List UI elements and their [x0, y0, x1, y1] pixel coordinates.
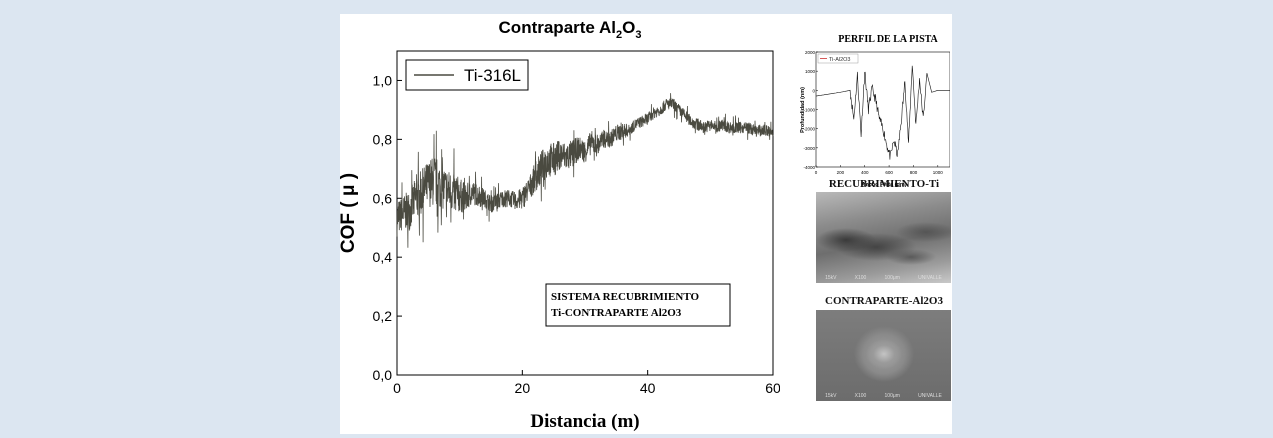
track-profile-chart: PERFIL DE LA PISTA 200010000-1000-2000-3…	[800, 34, 950, 188]
y-axis-label: COF ( μ )	[340, 173, 359, 253]
caption-magnification: X100	[854, 275, 867, 281]
y-tick-label: 0,8	[373, 131, 393, 147]
profile-y-tick-label: 1000	[805, 69, 816, 74]
caption-voltage: 15kV	[825, 275, 837, 281]
profile-y-tick-label: -3000	[803, 146, 815, 151]
profile-x-tick-label: 200	[837, 170, 845, 175]
profile-frame	[815, 51, 950, 168]
x-tick-label: 40	[640, 380, 656, 396]
profile-series-line	[815, 65, 950, 160]
annotation-line-2: Ti-CONTRAPARTE Al2O3	[551, 307, 682, 319]
profile-x-label: Ancho Pista (μm)	[861, 182, 906, 188]
profile-y-tick-label: 0	[812, 88, 815, 93]
counterpart-photo-caption: 15kV X100 100μm UNIVALLE	[816, 393, 951, 399]
counterpart-photo-label: CONTRAPARTE-Al2O3	[825, 295, 943, 307]
profile-y-label: Profundidad (nm)	[800, 87, 806, 133]
coating-photo-label: RECUBRIMIENTO-Ti	[828, 178, 940, 190]
figure-panel: Contraparte Al2O3 0,0 0,2 0,4 0,6 0,8 1,0 0 20…	[340, 14, 952, 434]
y-tick-label: 0,4	[373, 249, 393, 265]
x-axis-label: Distancia (m)	[530, 411, 639, 432]
y-tick-label: 0,6	[373, 190, 393, 206]
coating-sem-image: 15kV X100 100μm UNIVALLE	[816, 192, 951, 283]
profile-x-tick-label: 800	[910, 170, 918, 175]
x-tick-label: 60	[765, 380, 780, 396]
profile-y-tick-label: 2000	[805, 50, 816, 55]
coating-photo-caption: 15kV X100 100μm UNIVALLE	[816, 275, 951, 281]
profile-legend-box	[817, 53, 859, 64]
x-tick-label: 0	[393, 380, 401, 396]
y-tick-label: 0,2	[373, 308, 393, 324]
chart-title: Contraparte Al2O3	[499, 18, 642, 41]
profile-legend-label: Ti-Al2O3	[829, 57, 851, 63]
annotation-box	[545, 283, 731, 327]
profile-x-tick-label: 0	[815, 170, 818, 175]
x-tick-label: 20	[515, 380, 531, 396]
series-line-ti-316l	[396, 93, 774, 248]
profile-title: PERFIL DE LA PISTA	[838, 34, 938, 45]
caption-institution: UNIVALLE	[918, 275, 942, 281]
profile-x-tick-label: 400	[861, 170, 869, 175]
y-tick-label: 0,0	[373, 367, 393, 383]
y-tick-label: 1,0	[373, 72, 393, 88]
cof-chart: Contraparte Al2O3 0,0 0,2 0,4 0,6 0,8 1,0 0 20…	[340, 18, 780, 432]
legend-label: Ti-316L	[464, 66, 521, 85]
caption-magnification: X100	[854, 393, 867, 399]
caption-voltage: 15kV	[825, 393, 837, 399]
caption-institution: UNIVALLE	[918, 393, 942, 399]
profile-y-tick-label: -2000	[803, 127, 815, 132]
profile-x-tick-label: 600	[885, 170, 893, 175]
counterpart-sem-image: 15kV X100 100μm UNIVALLE	[816, 310, 951, 401]
caption-scale: 100μm	[884, 275, 900, 281]
annotation-line-1: SISTEMA RECUBRIMIENTO	[551, 291, 699, 303]
profile-x-tick-label: 1000	[933, 170, 944, 175]
profile-y-tick-label: -4000	[803, 165, 815, 170]
profile-y-tick-label: -1000	[803, 108, 815, 113]
caption-scale: 100μm	[884, 393, 900, 399]
